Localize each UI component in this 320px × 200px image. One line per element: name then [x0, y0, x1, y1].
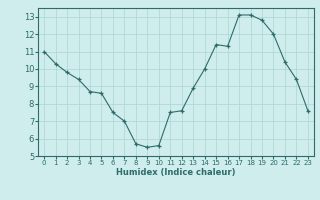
X-axis label: Humidex (Indice chaleur): Humidex (Indice chaleur) — [116, 168, 236, 177]
